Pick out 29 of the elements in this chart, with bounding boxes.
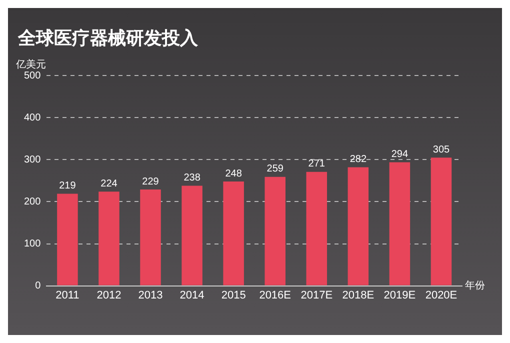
- data-label: 294: [391, 148, 408, 160]
- x-tick-label: 2016E: [259, 289, 292, 302]
- x-tick-label: 2011: [56, 289, 80, 302]
- data-label: 271: [308, 158, 326, 170]
- y-tick-label: 0: [35, 280, 42, 292]
- y-tick-label: 200: [24, 196, 42, 208]
- x-axis-title: 年份: [465, 280, 485, 292]
- y-tick-label: 100: [24, 238, 42, 250]
- data-label: 224: [100, 178, 118, 190]
- y-tick-label: 400: [24, 112, 42, 124]
- data-label: 238: [184, 172, 201, 184]
- data-label: 248: [225, 168, 242, 180]
- x-tick-label: 2015: [221, 289, 246, 302]
- data-label: 219: [59, 180, 76, 192]
- x-tick-label: 2017E: [300, 289, 333, 302]
- y-axis-title: 亿美元: [15, 58, 46, 70]
- x-tick-label: 2014: [180, 289, 204, 302]
- data-label: 259: [266, 164, 284, 175]
- x-tick-label: 2019E: [384, 289, 416, 302]
- x-tick-label: 2018E: [342, 289, 374, 302]
- chart-title: 全球医疗器械研发投入: [17, 28, 199, 48]
- y-tick-label: 300: [24, 154, 42, 166]
- x-tick-label: 2012: [96, 289, 122, 302]
- x-tick-label: 2013: [138, 289, 163, 302]
- x-tick-label: 2020E: [425, 289, 458, 302]
- data-label: 282: [350, 154, 367, 165]
- y-tick-label: 500: [24, 70, 42, 82]
- data-label: 305: [432, 144, 450, 156]
- data-label: 229: [142, 176, 160, 188]
